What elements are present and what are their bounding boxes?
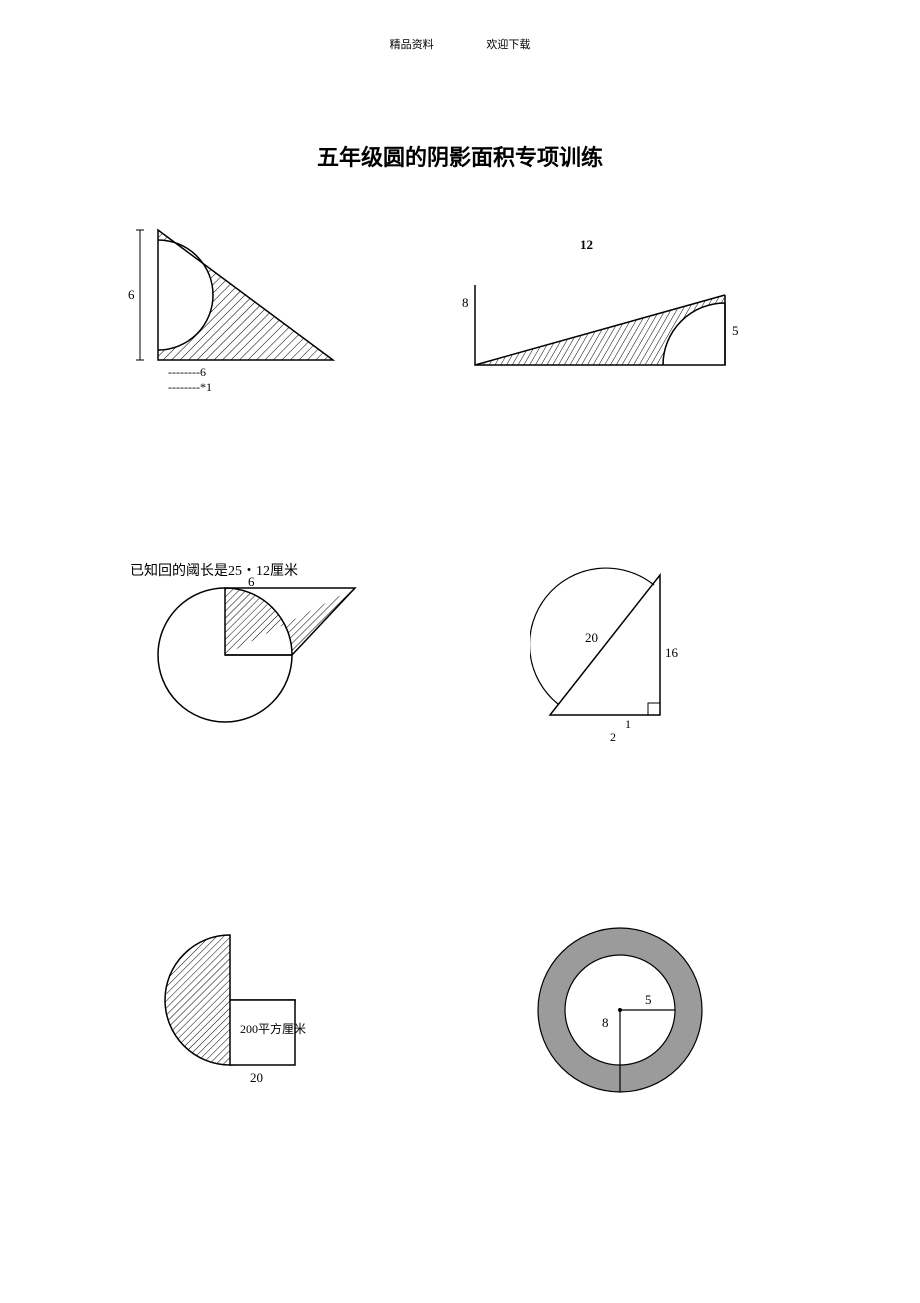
fig1-dash2: --------*1	[168, 380, 212, 395]
fig6-dim-b: 8	[602, 1015, 609, 1031]
fig3-dim: 6	[248, 574, 255, 590]
fig4-dim-d: 2	[610, 730, 616, 745]
header-right: 欢迎下载	[486, 39, 530, 51]
fig1-dim-v: 6	[128, 287, 135, 303]
figure-5-svg	[155, 920, 395, 1080]
fig6-dim-a: 5	[645, 992, 652, 1008]
fig5-dim: 20	[250, 1070, 263, 1086]
figure-2: 12 8 5	[460, 235, 760, 385]
figure-4-svg	[530, 560, 730, 740]
header-left: 精品资料	[390, 39, 434, 51]
fig4-dim-b: 16	[665, 645, 678, 661]
figure-1: 6 --------6 --------*1	[128, 225, 338, 405]
fig2-dim-top: 12	[580, 237, 593, 253]
figure-3-svg	[150, 580, 410, 760]
fig4-dim-a: 20	[585, 630, 598, 646]
fig5-label: 200平方厘米	[240, 1020, 306, 1037]
figure-5: 200平方厘米 20	[155, 920, 395, 1100]
fig3-caption: 已知回的阈长是25・12厘米	[130, 560, 298, 580]
fig2-dim-left: 8	[462, 295, 469, 311]
figure-6-svg	[520, 920, 740, 1100]
fig1-dash1: --------6	[168, 365, 206, 380]
figure-4: 20 16 1 2	[530, 560, 730, 760]
figure-3: 已知回的阈长是25・12厘米 6	[130, 560, 390, 760]
fig4-dim-c: 1	[625, 717, 631, 732]
page-header: 精品资料 欢迎下载	[0, 36, 920, 52]
fig2-dim-right: 5	[732, 323, 739, 339]
figure-6: 5 8	[520, 920, 740, 1100]
page-title: 五年级圆的阴影面积专项训练	[0, 140, 920, 172]
figure-2-svg	[460, 235, 760, 385]
figure-1-svg	[128, 225, 338, 405]
